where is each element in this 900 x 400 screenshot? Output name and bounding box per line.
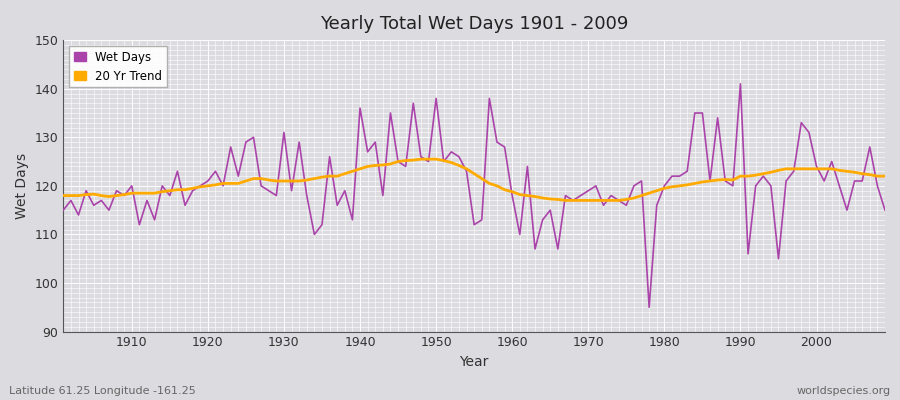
20 Yr Trend bbox=[416, 157, 427, 162]
Title: Yearly Total Wet Days 1901 - 2009: Yearly Total Wet Days 1901 - 2009 bbox=[320, 15, 628, 33]
Wet Days bbox=[119, 193, 130, 198]
Wet Days bbox=[58, 208, 68, 212]
Wet Days bbox=[500, 144, 510, 149]
Wet Days bbox=[879, 208, 890, 212]
20 Yr Trend bbox=[286, 178, 297, 183]
Line: 20 Yr Trend: 20 Yr Trend bbox=[63, 159, 885, 200]
Wet Days bbox=[598, 203, 609, 208]
Wet Days bbox=[332, 203, 343, 208]
20 Yr Trend bbox=[613, 198, 624, 203]
20 Yr Trend bbox=[560, 198, 571, 203]
20 Yr Trend bbox=[119, 192, 130, 197]
20 Yr Trend bbox=[332, 174, 343, 178]
Legend: Wet Days, 20 Yr Trend: Wet Days, 20 Yr Trend bbox=[69, 46, 166, 87]
Text: Latitude 61.25 Longitude -161.25: Latitude 61.25 Longitude -161.25 bbox=[9, 386, 196, 396]
X-axis label: Year: Year bbox=[460, 355, 489, 369]
20 Yr Trend bbox=[507, 189, 517, 194]
Wet Days bbox=[286, 188, 297, 193]
Y-axis label: Wet Days: Wet Days bbox=[15, 153, 29, 219]
20 Yr Trend bbox=[879, 174, 890, 178]
Line: Wet Days: Wet Days bbox=[63, 84, 885, 307]
Text: worldspecies.org: worldspecies.org bbox=[796, 386, 891, 396]
20 Yr Trend bbox=[515, 192, 526, 197]
Wet Days bbox=[735, 82, 746, 86]
Wet Days bbox=[644, 305, 654, 310]
Wet Days bbox=[507, 193, 517, 198]
20 Yr Trend bbox=[58, 193, 68, 198]
